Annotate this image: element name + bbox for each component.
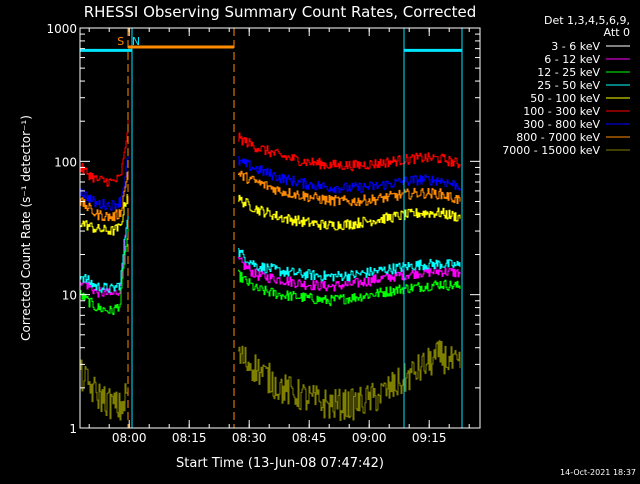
y-axis-label: Corrected Count Rate (s⁻¹ detector⁻¹) [19, 115, 33, 341]
axis-layer: 08:00 08:15 08:30 08:45 09:00 09:15 1 10 100 1000 [46, 22, 480, 445]
series-path [80, 212, 129, 293]
legend-entry-label: 3 - 6 keV [551, 40, 600, 53]
series-3to6keV [80, 251, 461, 352]
series-path [238, 292, 461, 352]
legend-header: Det 1,3,4,5,6,9, [544, 14, 630, 27]
legend-entry-label: 6 - 12 keV [544, 53, 600, 66]
series-25to50keV [80, 212, 461, 293]
series-path [238, 340, 461, 421]
series-path [238, 194, 461, 231]
series-7000to15000keV [80, 340, 461, 421]
y-tick-label: 1000 [46, 22, 77, 36]
y-tick-label: 10 [62, 289, 77, 303]
series-path [80, 251, 129, 347]
series-path [80, 225, 129, 315]
legend-entry-label: 100 - 300 keV [523, 105, 600, 118]
series-path [238, 156, 461, 194]
series-300to800keV [80, 154, 461, 211]
legend-entry-label: 50 - 100 keV [530, 92, 600, 105]
x-axis-label: Start Time (13-Jun-08 07:47:42) [176, 456, 384, 471]
x-tick-label: 09:15 [412, 431, 447, 445]
series-path [238, 132, 461, 172]
x-tick-label: 08:15 [172, 431, 207, 445]
x-tick-label: 08:00 [112, 431, 147, 445]
x-tick-label: 08:30 [232, 431, 267, 445]
annotation-label: N [132, 35, 140, 48]
plot-frame [79, 27, 481, 429]
legend-entry-label: 7000 - 15000 keV [502, 144, 600, 157]
y-tick-label: 1 [69, 422, 77, 436]
series-path [80, 194, 129, 236]
legend-entry-label: 25 - 50 keV [537, 79, 600, 92]
legend-header: Att 0 [604, 26, 630, 39]
series-path [238, 269, 461, 307]
series-800to7000keV [80, 170, 461, 222]
series-path [80, 171, 129, 222]
annotation-label: S [117, 35, 124, 48]
series-12to25keV [80, 225, 461, 315]
footer-date: 14-Oct-2021 18:37 [560, 468, 636, 477]
series-path [238, 170, 461, 207]
legend-entry-label: 300 - 800 keV [523, 118, 600, 131]
legend-entry-label: 12 - 25 keV [537, 66, 600, 79]
legend-entry-label: 800 - 7000 keV [516, 131, 600, 144]
x-tick-label: 08:45 [292, 431, 327, 445]
x-tick-label: 09:00 [352, 431, 387, 445]
series-path [80, 154, 129, 211]
chart-title: RHESSI Observing Summary Count Rates, Co… [84, 3, 477, 21]
series-path [80, 359, 129, 421]
series-100to300keV [80, 116, 461, 187]
y-tick-label: 100 [54, 155, 77, 169]
series-50to100keV [80, 194, 461, 236]
series-path [80, 116, 129, 187]
series-path [238, 248, 461, 282]
series-layer [80, 116, 461, 421]
